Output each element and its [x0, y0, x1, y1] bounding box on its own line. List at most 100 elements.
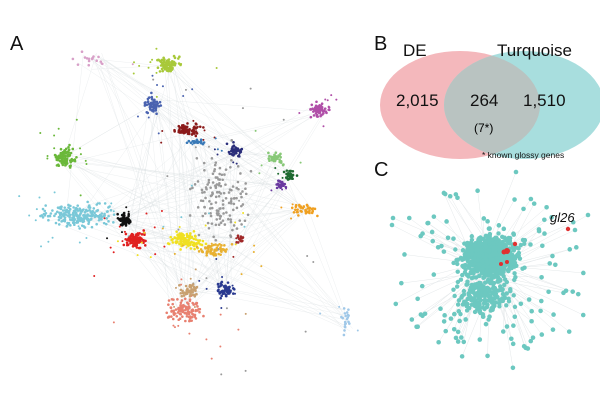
gene-node — [204, 224, 207, 227]
edge — [287, 176, 313, 210]
edge — [105, 209, 184, 295]
gene-node — [116, 216, 120, 220]
gene-node — [494, 256, 499, 262]
edge — [153, 97, 181, 304]
gene-node — [230, 139, 234, 142]
gene-node — [189, 232, 192, 235]
gene-node — [65, 210, 69, 214]
gene-node — [213, 167, 217, 171]
gene-node — [229, 199, 233, 203]
gene-node — [231, 284, 234, 287]
gene-node — [44, 211, 48, 215]
gene-node — [194, 238, 198, 241]
gene-node — [518, 301, 524, 307]
gene-node — [68, 213, 72, 217]
gene-node — [477, 295, 482, 301]
gene-node — [169, 306, 173, 309]
edge — [215, 171, 291, 193]
gene-label-gl26: gl26 — [550, 210, 575, 225]
gene-node — [160, 67, 164, 71]
module-cluster — [39, 118, 88, 197]
gene-node — [232, 224, 236, 227]
module-cluster — [93, 210, 166, 278]
gene-node — [314, 109, 318, 113]
gene-node — [182, 238, 185, 242]
edge — [71, 157, 143, 243]
gene-node — [194, 308, 198, 312]
gene-node — [217, 288, 220, 292]
gene-node — [308, 211, 311, 215]
gene-node — [122, 243, 126, 247]
gene-node — [320, 102, 324, 106]
gene-node — [467, 262, 472, 268]
gene-node — [506, 235, 511, 241]
gene-node — [143, 101, 147, 105]
gene-node — [454, 284, 460, 289]
gene-node — [72, 216, 76, 219]
edge — [125, 113, 319, 221]
gene-node — [228, 152, 231, 155]
gene-node — [294, 208, 297, 212]
gene-node — [194, 317, 198, 320]
edge — [94, 53, 192, 133]
gene-node — [216, 282, 220, 286]
gene-node — [500, 234, 505, 239]
gene-node — [187, 240, 190, 244]
gene-node — [475, 290, 481, 295]
gene-node — [197, 241, 200, 245]
gene-node — [201, 199, 205, 203]
gene-node — [192, 241, 196, 244]
gene-node — [298, 205, 301, 208]
gene-node — [205, 277, 208, 280]
gene-node — [160, 210, 163, 213]
gene-node — [221, 203, 225, 206]
gene-node — [268, 154, 271, 158]
gene-node — [238, 237, 242, 241]
gene-node — [205, 187, 208, 191]
gene-node — [511, 293, 516, 298]
gene-node — [176, 234, 179, 237]
gene-node — [469, 234, 475, 239]
gene-node — [198, 239, 202, 242]
gene-node — [459, 354, 465, 359]
gene-node — [487, 314, 492, 319]
gene-node — [218, 242, 221, 246]
gene-node — [136, 254, 139, 257]
gene-node — [192, 244, 196, 248]
gene-node — [186, 130, 190, 134]
gene-node — [322, 125, 325, 128]
gene-node — [507, 266, 513, 271]
gene-node — [47, 240, 50, 243]
gene-node — [231, 146, 234, 150]
gene-node — [418, 312, 424, 317]
gene-node — [43, 214, 47, 217]
gene-node — [189, 141, 193, 145]
gene-node — [528, 196, 534, 202]
gene-node — [475, 188, 480, 194]
gene-node — [526, 297, 532, 302]
gene-node — [316, 108, 320, 112]
gene-node — [112, 221, 115, 224]
gene-node — [211, 181, 215, 184]
gene-node — [217, 223, 221, 227]
gene-node — [227, 217, 230, 221]
gene-node — [512, 271, 517, 276]
gene-node — [472, 285, 477, 290]
gene-node — [229, 289, 232, 293]
gene-node — [476, 236, 481, 242]
gene-node — [35, 208, 38, 211]
gene-node — [178, 225, 181, 228]
gene-node — [290, 217, 293, 220]
venn-turquoise-only-count: 1,510 — [523, 91, 566, 110]
gene-node — [198, 310, 201, 314]
gene-node — [497, 301, 502, 306]
gene-node — [219, 192, 223, 195]
gene-node — [219, 184, 223, 188]
glossy-gene-node — [501, 249, 507, 255]
gene-node — [166, 242, 170, 245]
gene-node — [487, 226, 492, 231]
gene-node — [181, 304, 184, 307]
glossy-gene-node — [505, 260, 509, 264]
gene-node — [133, 238, 137, 241]
gene-node — [179, 238, 183, 242]
